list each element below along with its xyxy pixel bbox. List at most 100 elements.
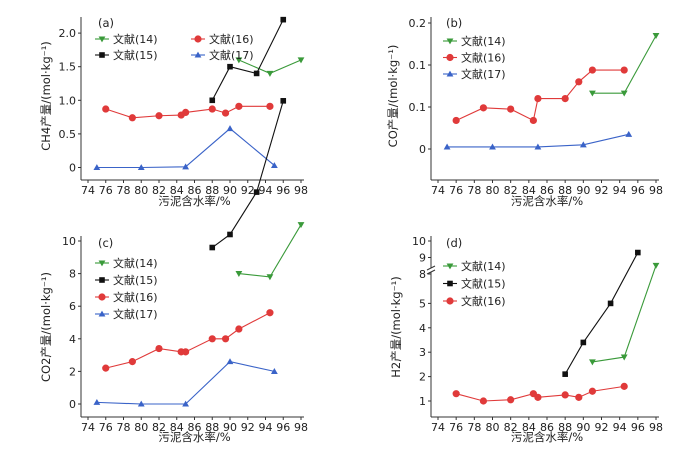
x-tick-label: 96 xyxy=(276,421,290,434)
y-axis-label-group: CO2产量/(mol·kg⁻¹) xyxy=(39,272,53,382)
data-point xyxy=(155,344,163,353)
legend-label: 文献(15) xyxy=(113,273,158,287)
data-point xyxy=(102,105,110,113)
x-tick-label: 76 xyxy=(449,184,463,197)
legend-label: 文献(16) xyxy=(461,51,506,65)
data-point xyxy=(270,162,278,169)
x-tick-label: 74 xyxy=(431,421,445,434)
x-tick-label: 92 xyxy=(595,184,609,197)
x-tick-label: 86 xyxy=(188,421,202,434)
series-line xyxy=(96,361,275,405)
x-axis-label: 污泥含水率/% xyxy=(511,430,583,444)
panel-label: (a) xyxy=(98,16,114,30)
x-tick-label: 74 xyxy=(81,184,95,197)
x-tick-label: 86 xyxy=(540,421,554,434)
data-point xyxy=(137,400,145,407)
data-point xyxy=(635,249,641,256)
series-line xyxy=(96,127,275,169)
series-line xyxy=(592,35,657,94)
data-point xyxy=(182,348,190,356)
legend-swatch-marker xyxy=(446,70,454,77)
x-tick-label: 98 xyxy=(649,184,663,197)
y-tick-label: 2 xyxy=(419,371,426,384)
data-point xyxy=(297,222,305,229)
y-axis-label: CO2产量/(mol·kg⁻¹) xyxy=(39,272,53,382)
data-point xyxy=(93,398,101,405)
data-point xyxy=(562,371,568,377)
legend-label: 文献(14) xyxy=(113,32,158,46)
x-tick-label: 98 xyxy=(294,184,308,197)
data-point xyxy=(235,102,243,110)
y-tick-label: 1.5 xyxy=(59,61,77,74)
x-tick-label: 90 xyxy=(576,421,590,434)
data-point xyxy=(226,125,234,132)
x-tick-label: 84 xyxy=(170,421,184,434)
data-point xyxy=(266,309,274,317)
chart-panel-b: 74 76 78 80 82 84 86 88 90 92 94 96 98 0 0.1 0.1 0.2 污泥含水… xyxy=(386,16,663,208)
x-tick-label: 78 xyxy=(117,421,131,434)
y-axis-label: CO产量/(mol·kg⁻¹) xyxy=(386,45,400,148)
data-point xyxy=(620,66,628,74)
x-tick-label: 82 xyxy=(504,421,518,434)
legend-label: 文献(14) xyxy=(113,256,158,270)
data-point xyxy=(266,70,274,77)
data-point xyxy=(137,164,145,171)
legend-swatch-marker xyxy=(446,263,454,270)
data-point xyxy=(561,391,569,399)
data-point xyxy=(534,143,542,150)
x-tick-label: 92 xyxy=(241,184,255,197)
y-tick-label: 0 xyxy=(69,162,76,175)
chart-panel-c: 74 76 78 80 82 84 86 88 90 92 94 96 980246810污泥含水率/%… xyxy=(39,98,308,444)
x-tick-label: 86 xyxy=(188,184,202,197)
x-axis-label: 污泥含水率/% xyxy=(511,194,583,208)
series-line xyxy=(211,100,284,248)
x-tick-label: 90 xyxy=(223,184,237,197)
series-0 xyxy=(235,57,305,77)
data-point xyxy=(529,390,537,398)
x-tick-label: 74 xyxy=(431,184,445,197)
data-point xyxy=(208,335,216,343)
y-tick-label: 0.1 xyxy=(409,59,427,72)
series-0 xyxy=(235,222,305,281)
data-point xyxy=(297,57,305,64)
data-point xyxy=(620,382,628,390)
y-tick-label: 0.1 xyxy=(409,101,427,114)
chart-panel-a: 74 76 78 80 82 84 86 88 90 92 94 96 9800.51.01.52.0污… xyxy=(39,16,308,208)
legend: 文献(14) 文献(16) 文献(17) xyxy=(443,34,506,81)
data-point xyxy=(452,390,460,398)
x-tick-label: 84 xyxy=(522,184,536,197)
x-tick-label: 78 xyxy=(467,184,481,197)
data-point xyxy=(534,393,542,401)
x-tick-label: 78 xyxy=(117,184,131,197)
series-line xyxy=(564,252,639,375)
y-tick-label: 8 xyxy=(419,268,426,281)
series-0 xyxy=(589,262,660,366)
data-point xyxy=(507,396,515,404)
data-point xyxy=(226,358,234,365)
panel-label: (d) xyxy=(446,236,462,250)
legend-swatch-marker xyxy=(194,35,202,43)
data-point xyxy=(280,16,287,23)
y-tick-label: 2 xyxy=(69,365,76,378)
y-tick-label: 4 xyxy=(419,322,426,335)
y-tick-label: 5 xyxy=(419,297,426,310)
data-point xyxy=(209,97,216,104)
legend-label: 文献(16) xyxy=(209,32,254,46)
x-tick-label: 94 xyxy=(613,421,627,434)
data-point xyxy=(270,368,278,374)
y-axis-label-group: CH4产量/(mol·kg⁻¹) xyxy=(39,41,53,151)
x-tick-label: 94 xyxy=(613,184,627,197)
legend-swatch-marker xyxy=(99,277,105,283)
data-point xyxy=(489,143,496,150)
y-axis-label: H2产量/(mol·kg⁻¹) xyxy=(389,276,403,378)
y-tick-label: 0 xyxy=(69,398,76,411)
data-point xyxy=(280,98,287,104)
data-point xyxy=(182,400,190,407)
series-1 xyxy=(452,66,628,125)
x-tick-label: 88 xyxy=(205,421,219,434)
data-point xyxy=(253,70,260,77)
y-tick-label: 1 xyxy=(419,395,426,408)
data-point xyxy=(227,63,233,70)
legend-label: 文献(17) xyxy=(209,48,254,62)
